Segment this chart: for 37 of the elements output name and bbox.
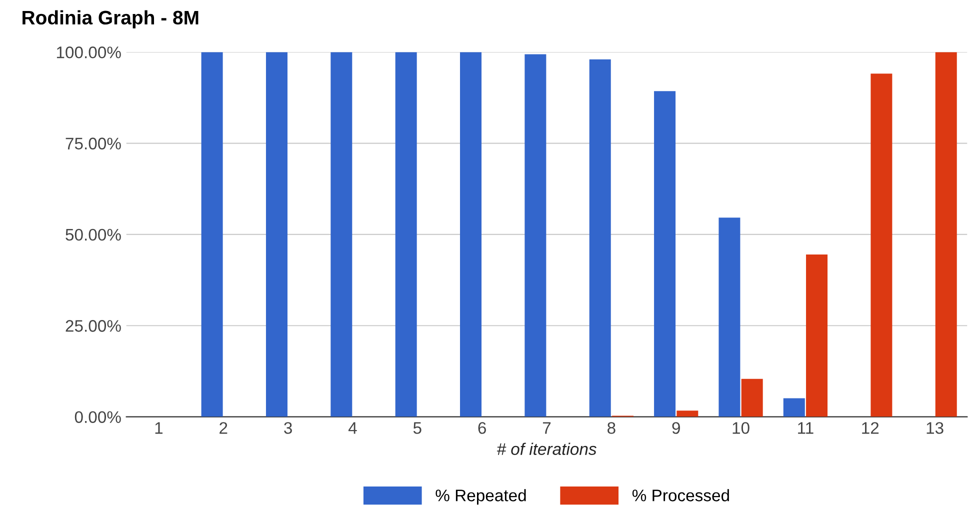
bar <box>718 218 740 417</box>
x-tick-label: 1 <box>155 422 163 434</box>
bar <box>806 254 828 417</box>
y-tick-label: 50.00% <box>66 228 121 241</box>
x-axis-title: # of iterations <box>497 442 596 455</box>
y-tick-label: 25.00% <box>66 320 121 332</box>
y-tick-label: 100.00% <box>56 46 121 58</box>
x-tick-label: 7 <box>542 422 551 434</box>
y-tick-label: 0.00% <box>74 411 121 424</box>
y-tick-label: 75.00% <box>66 138 121 150</box>
bar <box>201 52 223 417</box>
bar <box>654 91 676 417</box>
bar <box>524 54 546 417</box>
chart-title: Rodinia Graph - 8M <box>22 10 198 28</box>
bar <box>395 52 417 417</box>
bar <box>741 378 763 417</box>
x-tick-label: 9 <box>672 422 680 434</box>
bar <box>330 52 352 417</box>
x-tick-label: 13 <box>926 422 944 434</box>
bar <box>783 398 805 417</box>
x-tick-label: 6 <box>478 422 486 434</box>
legend-label: % Repeated <box>436 489 526 505</box>
x-tick-label: 10 <box>732 422 750 434</box>
x-tick-label: 8 <box>608 422 616 434</box>
x-tick-label: 5 <box>413 422 422 434</box>
legend-label: % Processed <box>632 489 729 502</box>
x-tick-label: 11 <box>798 422 814 434</box>
bar <box>460 52 482 417</box>
x-tick-label: 4 <box>348 422 357 434</box>
bar <box>870 74 892 417</box>
bar <box>589 59 611 417</box>
x-tick-label: 12 <box>862 422 879 434</box>
x-tick-label: 3 <box>284 422 292 434</box>
bar <box>676 410 698 417</box>
x-tick-label: 2 <box>220 422 228 434</box>
bar <box>935 52 957 417</box>
bar <box>266 52 288 417</box>
